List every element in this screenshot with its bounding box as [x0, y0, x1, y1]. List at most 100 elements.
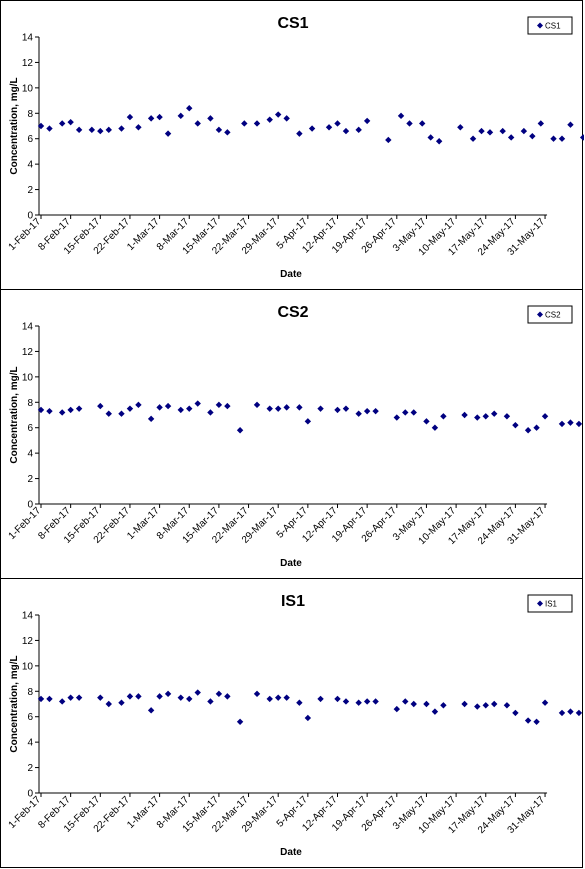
data-point [507, 134, 515, 141]
y-tick-label: 0 [27, 211, 33, 222]
y-tick-label: 0 [27, 789, 33, 800]
data-point [236, 427, 244, 434]
data-point [567, 419, 574, 426]
data-point [266, 116, 273, 123]
data-point [304, 418, 312, 425]
chart-cs2: CS2 Concentration, mg/L Date CS2 0 2 4 6 8 10… [7, 304, 583, 569]
data-point [147, 707, 155, 714]
data-point [266, 405, 273, 412]
y-tick-label: 6 [27, 712, 33, 723]
chart-panel-cs2: CS2 Concentration, mg/L Date CS2 0 2 4 6 8 10… [0, 289, 583, 579]
chart-title: CS2 [277, 304, 308, 321]
data-point [317, 695, 324, 703]
data-point [558, 135, 566, 142]
data-point [482, 413, 489, 420]
data-point [334, 695, 341, 703]
data-point [397, 112, 405, 120]
legend-label: IS1 [545, 600, 558, 609]
data-point [410, 409, 417, 416]
data-point [194, 689, 201, 696]
data-point [194, 400, 201, 407]
data-point [567, 708, 574, 715]
data-point [503, 413, 511, 420]
data-point [147, 115, 155, 122]
data-point [118, 125, 125, 132]
data-point [126, 405, 134, 412]
y-tick-label: 2 [27, 763, 33, 774]
data-point [283, 115, 290, 122]
data-point [334, 120, 341, 127]
data-point [253, 690, 261, 698]
y-tick-label: 8 [27, 398, 33, 409]
y-tick-label: 12 [22, 636, 34, 647]
data-point [296, 404, 303, 411]
y-tick-label: 4 [27, 449, 33, 460]
data-point [253, 120, 261, 127]
y-tick-label: 6 [27, 423, 33, 434]
legend-box [527, 594, 573, 613]
data-point [283, 694, 290, 701]
data-point [524, 427, 532, 434]
chart-title: IS1 [281, 593, 305, 610]
chart-title: CS1 [277, 15, 308, 32]
legend-marker [537, 600, 543, 607]
y-tick-label: 10 [22, 661, 34, 672]
data-point [435, 138, 443, 145]
y-tick-label: 2 [27, 474, 33, 485]
y-tick-label: 8 [27, 109, 33, 120]
data-point [524, 717, 532, 724]
data-point [97, 402, 104, 410]
data-point [372, 698, 379, 705]
data-point [224, 402, 231, 410]
data-point [224, 129, 231, 136]
plot-area: 024681012141-Feb-178-Feb-1715-Feb-1722-F… [7, 611, 583, 836]
data-point [575, 709, 583, 717]
data-point [355, 126, 362, 134]
data-point [135, 124, 142, 131]
data-point [164, 130, 172, 137]
data-point [342, 405, 350, 412]
data-point [503, 702, 511, 709]
data-point [177, 112, 184, 120]
data-point [207, 409, 214, 416]
data-point [304, 714, 312, 722]
data-point [186, 105, 193, 112]
legend-label: CS1 [545, 22, 561, 31]
data-point [296, 699, 303, 706]
data-point [474, 703, 481, 710]
data-point [499, 127, 506, 135]
data-point [558, 420, 566, 428]
data-point [46, 407, 53, 415]
data-point [334, 406, 341, 414]
data-point [410, 700, 417, 708]
data-point [46, 695, 53, 703]
legend-marker [537, 311, 543, 318]
data-point [529, 132, 536, 140]
data-point [177, 406, 184, 414]
x-axis-label: Date [280, 558, 302, 569]
legend-box [527, 305, 573, 324]
data-point [135, 693, 142, 700]
y-axis-label: Concentration, mg/L [9, 366, 20, 463]
data-point [283, 404, 290, 411]
y-tick-label: 12 [22, 58, 34, 69]
data-point [105, 126, 112, 134]
data-point [105, 410, 112, 417]
data-point [486, 129, 494, 136]
data-point [541, 699, 549, 706]
data-point [431, 708, 439, 715]
data-point [46, 125, 53, 132]
data-point [363, 407, 371, 415]
y-tick-label: 4 [27, 738, 33, 749]
data-point [372, 407, 379, 415]
data-point [533, 424, 540, 431]
data-point [520, 127, 528, 135]
data-point [440, 413, 447, 420]
data-point [296, 130, 303, 137]
chart-panel-is1: IS1 Concentration, mg/L Date IS1 0 2 4 6 8 10… [0, 578, 583, 868]
y-tick-label: 14 [22, 611, 34, 622]
legend-label: CS2 [545, 311, 561, 320]
data-point [431, 424, 439, 431]
data-point [541, 413, 549, 420]
data-point [575, 420, 583, 428]
